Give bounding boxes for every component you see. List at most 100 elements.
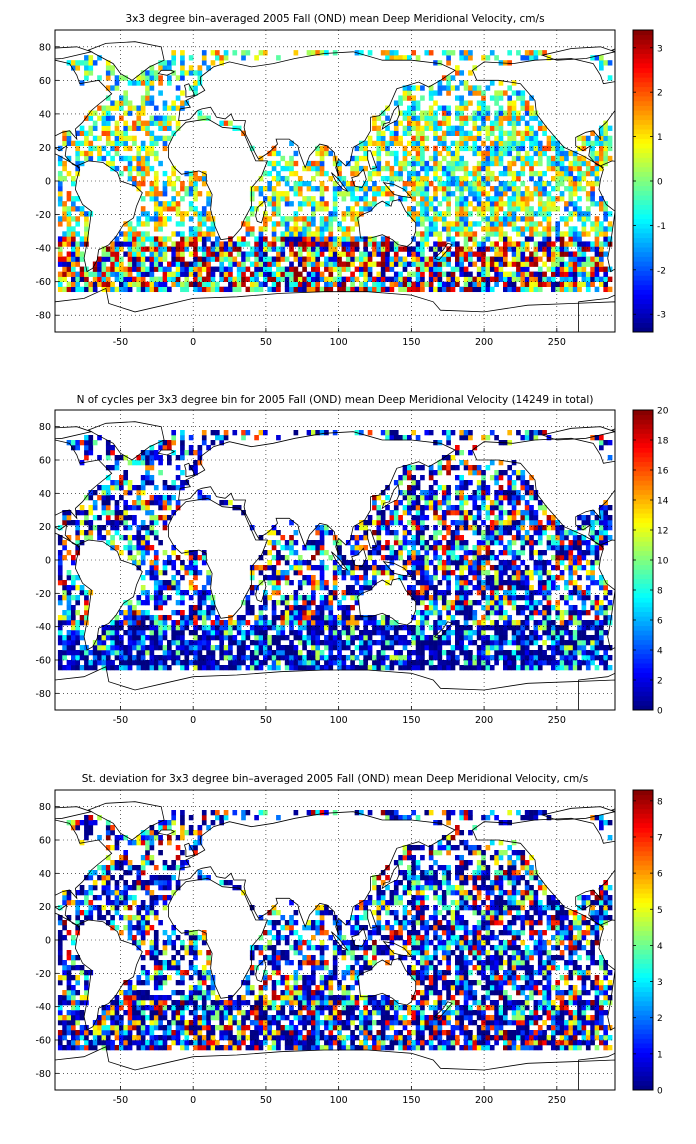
data-cell — [241, 645, 246, 650]
data-cell — [560, 236, 565, 241]
data-cell — [102, 505, 107, 510]
data-cell — [110, 520, 115, 525]
data-cell — [459, 126, 464, 131]
data-cell — [206, 595, 211, 600]
data-cell — [468, 85, 473, 90]
data-cell — [193, 450, 198, 455]
data-cell — [416, 595, 421, 600]
data-cell — [123, 251, 128, 256]
data-cell — [115, 505, 120, 510]
data-cell — [420, 111, 425, 116]
data-cell — [280, 196, 285, 201]
data-cell — [228, 500, 233, 505]
data-cell — [337, 272, 342, 277]
data-cell — [512, 241, 517, 246]
data-cell — [573, 267, 578, 272]
data-cells — [58, 50, 612, 292]
data-cell — [302, 196, 307, 201]
data-cell — [154, 196, 159, 201]
data-cell — [486, 111, 491, 116]
data-cell — [219, 262, 224, 267]
data-cell — [145, 480, 150, 485]
data-cell — [411, 660, 416, 665]
data-cell — [429, 267, 434, 272]
data-cell — [132, 267, 137, 272]
data-cell — [115, 277, 120, 282]
data-cell — [464, 231, 469, 236]
data-cell — [346, 181, 351, 186]
data-cell — [433, 575, 438, 580]
data-cell — [547, 136, 552, 141]
data-cell — [150, 460, 155, 465]
data-cell — [407, 116, 412, 121]
data-cell — [145, 287, 150, 292]
data-cell — [499, 251, 504, 256]
data-cell — [390, 515, 395, 520]
data-cell — [464, 166, 469, 171]
data-cell — [171, 171, 176, 176]
data-cell — [481, 246, 486, 251]
data-cell — [372, 126, 377, 131]
data-cell — [176, 176, 181, 181]
data-cell — [320, 241, 325, 246]
data-cell — [315, 151, 320, 156]
data-cell — [180, 221, 185, 226]
data-cell — [224, 625, 229, 630]
data-cell — [202, 60, 207, 65]
data-cell — [442, 166, 447, 171]
data-cell — [494, 241, 499, 246]
data-cell — [385, 146, 390, 151]
data-cell — [372, 141, 377, 146]
data-cell — [451, 272, 456, 277]
data-cell — [328, 262, 333, 267]
data-cell — [420, 206, 425, 211]
chart-title: N of cycles per 3x3 degree bin for 2005 … — [77, 394, 594, 406]
data-cell — [346, 246, 351, 251]
data-cell — [446, 236, 451, 241]
data-cell — [398, 287, 403, 292]
data-cell — [141, 241, 146, 246]
data-cell — [154, 620, 159, 625]
data-cell — [198, 216, 203, 221]
data-cell — [416, 610, 421, 615]
data-cell — [110, 100, 115, 105]
data-cell — [206, 640, 211, 645]
data-cell — [88, 525, 93, 530]
data-cell — [381, 570, 386, 575]
data-cell — [150, 655, 155, 660]
data-cell — [163, 505, 168, 510]
data-cell — [158, 630, 163, 635]
data-cells — [58, 430, 612, 670]
data-cell — [477, 116, 482, 121]
data-cell — [128, 267, 133, 272]
data-cell — [573, 282, 578, 287]
data-cell — [499, 201, 504, 206]
data-cell — [193, 206, 198, 211]
data-cell — [333, 186, 338, 191]
data-cell — [141, 480, 146, 485]
data-cell — [407, 95, 412, 100]
data-cell — [516, 186, 521, 191]
data-cell — [315, 610, 320, 615]
data-cell — [477, 272, 482, 277]
data-cell — [455, 95, 460, 100]
data-cell — [503, 251, 508, 256]
data-cell — [398, 480, 403, 485]
data-cell — [416, 505, 421, 510]
data-cell — [219, 635, 224, 640]
data-cell — [246, 50, 251, 55]
data-cell — [368, 640, 373, 645]
data-cell — [132, 635, 137, 640]
data-cell — [534, 191, 539, 196]
data-cell — [189, 181, 194, 186]
data-cell — [468, 191, 473, 196]
data-cell — [272, 655, 277, 660]
data-cell — [254, 645, 259, 650]
data-cell — [189, 660, 194, 665]
data-cell — [132, 262, 137, 267]
data-cell — [455, 257, 460, 262]
data-cell — [163, 221, 168, 226]
data-cell — [311, 241, 316, 246]
data-cell — [320, 650, 325, 655]
data-cell — [289, 246, 294, 251]
